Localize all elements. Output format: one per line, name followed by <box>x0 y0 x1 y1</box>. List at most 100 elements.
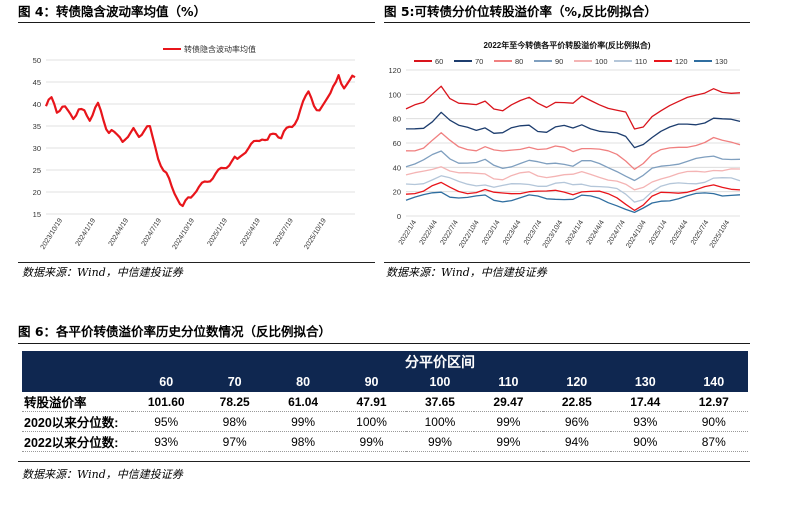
y-tick-label: 120 <box>388 66 401 75</box>
table-cell: 98% <box>268 431 338 452</box>
table-row: 2020以来分位数: 95% 98% 99% 100% 100% 99% 96%… <box>22 411 748 432</box>
x-tick-label: 2024/10/4 <box>625 219 647 249</box>
y-tick-label: 20 <box>393 188 401 197</box>
y-tick-label: 80 <box>393 115 401 124</box>
y-tick-label: 50 <box>33 56 41 65</box>
legend-label: 90 <box>555 57 563 66</box>
x-tick-label: 2024/7/4 <box>607 219 627 246</box>
table-cell: 98% <box>200 411 269 432</box>
series-line-转债隐含波动率均值 <box>44 74 356 208</box>
figure-4-chart: 转债隐含波动率均值 15 20 25 30 35 40 45 50 2023/10/19 2024/… <box>18 26 375 262</box>
x-tick-label: 2023/1/4 <box>481 219 501 246</box>
figure-4-top-rule <box>18 22 375 23</box>
table-cell: 95% <box>132 411 201 432</box>
column-header: 110 <box>474 372 543 392</box>
x-tick-label: 2023/10/19 <box>40 217 65 251</box>
x-tick-label: 2024/1/19 <box>75 217 97 247</box>
y-tick-label: 20 <box>33 188 41 197</box>
series-line-90 <box>405 150 741 182</box>
row-label: 转股溢价率 <box>22 392 132 412</box>
figure-6-source: 数据来源：Wind，中信建投证券 <box>22 468 183 481</box>
y-tick-label: 40 <box>393 163 401 172</box>
series-line-60 <box>405 85 741 130</box>
y-tick-label: 60 <box>393 139 401 148</box>
y-tick-label: 40 <box>33 100 41 109</box>
column-header: 60 <box>132 372 201 392</box>
row-label: 2022以来分位数: <box>22 431 132 452</box>
x-tick-label: 2025/1/4 <box>648 219 668 246</box>
x-tick-label: 2022/4/4 <box>419 219 439 246</box>
figure-5-source: 数据来源：Wind，中信建投证券 <box>386 266 547 279</box>
column-header: 140 <box>679 372 748 392</box>
table-cell: 100% <box>337 411 406 432</box>
x-tick-label: 2025/1/19 <box>207 217 229 247</box>
y-tick-label: 15 <box>33 210 41 219</box>
table-cell: 78.25 <box>200 392 269 412</box>
column-header: 130 <box>611 372 680 392</box>
legend-label: 转债隐含波动率均值 <box>184 44 256 54</box>
implied-volatility-chart: 转债隐含波动率均值 15 20 25 30 35 40 45 50 2023/10/19 2024/… <box>33 44 356 251</box>
table-cell: 96% <box>542 411 612 432</box>
legend-label: 60 <box>435 57 443 66</box>
x-tick-label: 2023/10/4 <box>542 219 564 249</box>
legend-label: 120 <box>675 57 688 66</box>
x-tick-label: 2025/4/4 <box>669 219 689 246</box>
legend-label: 100 <box>595 57 608 66</box>
x-tick-label: 2025/10/4 <box>709 219 731 249</box>
series-line-100 <box>405 166 741 191</box>
percentile-table: 分平价区间 60 70 80 90 100 110 120 130 140 转股… <box>22 351 748 452</box>
table-cell: 94% <box>542 431 612 452</box>
x-tick-label: 2023/4/4 <box>502 219 522 246</box>
table-cell: 22.85 <box>542 392 612 412</box>
figure-4-title: 图 4：转债隐含波动率均值（%） <box>18 4 207 19</box>
table-cell: 12.97 <box>679 392 748 412</box>
table-cell: 99% <box>474 431 543 452</box>
table-cell: 101.60 <box>132 392 201 412</box>
table-cell: 93% <box>611 411 680 432</box>
table-cell: 97% <box>200 431 269 452</box>
figure-4-bottom-rule <box>18 262 375 263</box>
table-group-header-row: 分平价区间 <box>22 351 748 372</box>
y-tick-label: 100 <box>388 90 401 99</box>
table-cell: 99% <box>268 411 338 432</box>
table-cell: 17.44 <box>611 392 680 412</box>
y-tick-label: 45 <box>33 78 41 87</box>
table-cell: 47.91 <box>337 392 406 412</box>
figure-6-title: 图 6：各平价转债溢价率历史分位数情况（反比例拟合） <box>18 324 332 339</box>
figure-6-top-rule <box>18 343 750 344</box>
series-line-130 <box>405 191 741 214</box>
row-label: 2020以来分位数: <box>22 411 132 432</box>
table-cell: 100% <box>405 411 475 432</box>
column-header: 90 <box>337 372 406 392</box>
legend-label: 70 <box>475 57 483 66</box>
series-line-110 <box>405 175 741 203</box>
x-tick-label: 2022/1/4 <box>398 219 418 246</box>
figure-4-source: 数据来源：Wind，中信建投证券 <box>22 266 183 279</box>
series-line-80 <box>405 132 741 170</box>
x-tick-label: 2022/7/4 <box>440 219 460 246</box>
x-tick-label: 2024/10/19 <box>172 217 197 251</box>
figure-5-top-rule <box>384 22 750 23</box>
y-tick-label: 25 <box>33 166 41 175</box>
x-tick-label: 2023/7/4 <box>523 219 543 246</box>
table-row: 转股溢价率 101.60 78.25 61.04 47.91 37.65 29.… <box>22 392 748 412</box>
x-tick-label: 2024/4/4 <box>586 219 606 246</box>
chart-title: 2022年至今转债各平价转股溢价率(反比例拟合) <box>483 40 650 50</box>
table-corner-cell <box>22 372 132 392</box>
table-cell: 99% <box>405 431 475 452</box>
x-tick-label: 2022/10/4 <box>458 219 480 249</box>
x-tick-label: 2025/7/4 <box>690 219 710 246</box>
figure-5-bottom-rule <box>384 262 750 263</box>
y-tick-label: 30 <box>33 144 41 153</box>
table-column-header-row: 60 70 80 90 100 110 120 130 140 <box>22 372 748 392</box>
table-cell: 87% <box>679 431 748 452</box>
y-tick-label: 35 <box>33 122 41 131</box>
y-tick-label: 0 <box>397 212 401 221</box>
figure-5-chart: 2022年至今转债各平价转股溢价率(反比例拟合) 60 70 80 90 100 110 12… <box>384 26 750 262</box>
series-line-120 <box>405 181 741 212</box>
column-header: 80 <box>268 372 338 392</box>
premium-by-parity-chart: 2022年至今转债各平价转股溢价率(反比例拟合) 60 70 80 90 100 110 12… <box>388 40 741 249</box>
x-tick-label: 2024/1/4 <box>565 219 585 246</box>
table-cell: 90% <box>679 411 748 432</box>
column-header: 70 <box>200 372 269 392</box>
